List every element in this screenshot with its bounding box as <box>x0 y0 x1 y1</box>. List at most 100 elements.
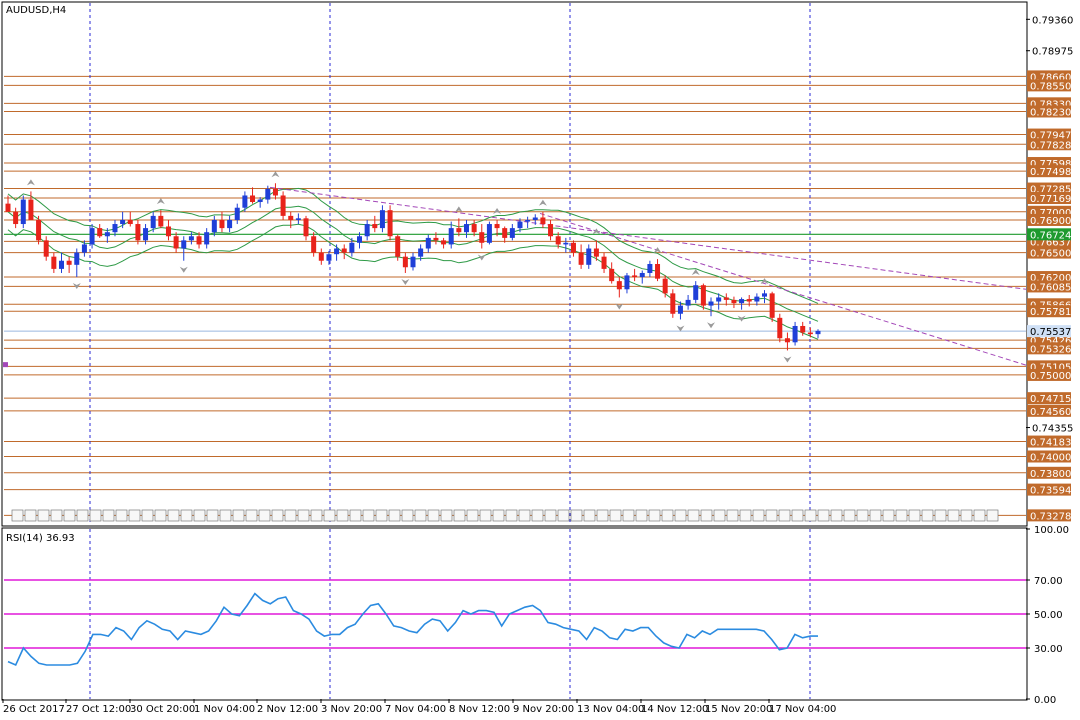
candle-body <box>586 248 592 265</box>
price-level-label: 0.77947 <box>1030 131 1071 142</box>
time-badge <box>336 509 349 522</box>
price-level-label-bg <box>1027 165 1071 178</box>
candle-body <box>540 217 546 225</box>
candle-body <box>410 256 416 268</box>
candle-body <box>402 256 408 268</box>
time-badge <box>869 509 882 522</box>
candle-body <box>227 219 233 229</box>
trendline-upper <box>269 186 1027 290</box>
price-level-label: 0.74183 <box>1030 438 1071 449</box>
candle-body <box>609 268 615 282</box>
price-level-label-bg <box>1027 435 1071 448</box>
trendline-lower <box>539 212 1027 366</box>
candle-body <box>525 219 531 222</box>
fractal-down-arrow <box>477 254 486 261</box>
time-badge <box>583 509 596 522</box>
candle-body <box>97 228 103 237</box>
trendline-anchor <box>3 362 8 368</box>
price-level-label-bg <box>1027 128 1071 141</box>
candle-body <box>532 217 538 220</box>
candle-body <box>318 252 324 261</box>
time-tick-label: 17 Nov 04:00 <box>769 704 836 715</box>
fractal-down-arrow <box>615 303 624 310</box>
candle-body <box>708 301 714 306</box>
candle-body <box>257 199 263 203</box>
time-badge <box>934 509 947 522</box>
candle-body <box>74 252 80 265</box>
price-level-label-bg <box>1027 105 1071 118</box>
candle-body <box>280 195 286 216</box>
time-badge <box>752 509 765 522</box>
price-level-label-bg <box>1027 246 1071 259</box>
price-level-label-bg <box>1027 450 1071 463</box>
candle-body <box>777 317 783 339</box>
time-badge <box>843 509 856 522</box>
time-badge <box>89 509 102 522</box>
candle-body <box>509 228 515 238</box>
time-badge <box>349 509 362 522</box>
time-badge <box>791 509 804 522</box>
time-badge <box>505 509 518 522</box>
candle-body <box>36 219 42 241</box>
fractal-up-arrow <box>493 207 502 214</box>
time-badge <box>596 509 609 522</box>
time-badge <box>557 509 570 522</box>
candle-body <box>143 228 149 241</box>
price-level-label: 0.78230 <box>1030 107 1071 118</box>
candle-body <box>418 248 424 257</box>
time-badge <box>726 509 739 522</box>
time-badge <box>388 509 401 522</box>
candle-body <box>196 236 202 245</box>
price-level-label-bg <box>1027 79 1071 92</box>
candle-body <box>127 219 133 225</box>
candle-body <box>479 232 485 243</box>
candle-body <box>693 285 699 300</box>
price-level-label: 0.78660 <box>1030 72 1071 83</box>
fractal-down-arrow <box>783 356 792 363</box>
price-tick-label: 0.74355 <box>1032 424 1073 435</box>
candle-body <box>578 252 584 265</box>
time-badge <box>570 509 583 522</box>
price-level-label-bg <box>1027 392 1071 405</box>
fractal-down-arrow <box>179 266 188 273</box>
time-badge <box>63 509 76 522</box>
time-badge <box>453 509 466 522</box>
candle-body <box>334 248 340 255</box>
candle-body <box>494 224 500 229</box>
candle-body <box>165 226 171 237</box>
candle-body <box>112 224 118 233</box>
fractal-up-arrow <box>156 198 165 205</box>
candle-body <box>357 236 363 243</box>
candle-body <box>188 236 194 241</box>
price-level-label-bg <box>1027 483 1071 496</box>
price-level-label: 0.77285 <box>1030 185 1071 196</box>
time-badge <box>635 509 648 522</box>
candle-body <box>685 299 691 306</box>
time-badges <box>11 509 999 522</box>
time-badge <box>401 509 414 522</box>
time-tick-label: 15 Nov 20:00 <box>705 704 772 715</box>
candle-body <box>364 224 370 237</box>
rsi-line <box>7 592 818 667</box>
fractal-up-arrow <box>653 247 662 254</box>
rsi-tick-label: 70.00 <box>1034 576 1063 587</box>
time-badge <box>648 509 661 522</box>
candle-body <box>601 256 607 269</box>
price-tick-label: 0.79360 <box>1032 15 1073 26</box>
rsi-tick-label: 0.00 <box>1034 695 1056 706</box>
fractal-up-arrow <box>454 206 463 213</box>
candle-body <box>486 224 492 243</box>
time-tick-label: 27 Oct 12:00 <box>66 704 131 715</box>
fractal-up-arrow <box>592 228 601 235</box>
time-badge <box>206 509 219 522</box>
candle-body <box>769 293 775 318</box>
time-badge <box>323 509 336 522</box>
candle-body <box>181 240 187 249</box>
price-level-label-bg <box>1027 342 1071 355</box>
candle-body <box>677 305 683 314</box>
candle-body <box>234 207 240 220</box>
time-badge <box>440 509 453 522</box>
time-badge <box>778 509 791 522</box>
current-price-label-bg <box>1027 325 1071 338</box>
